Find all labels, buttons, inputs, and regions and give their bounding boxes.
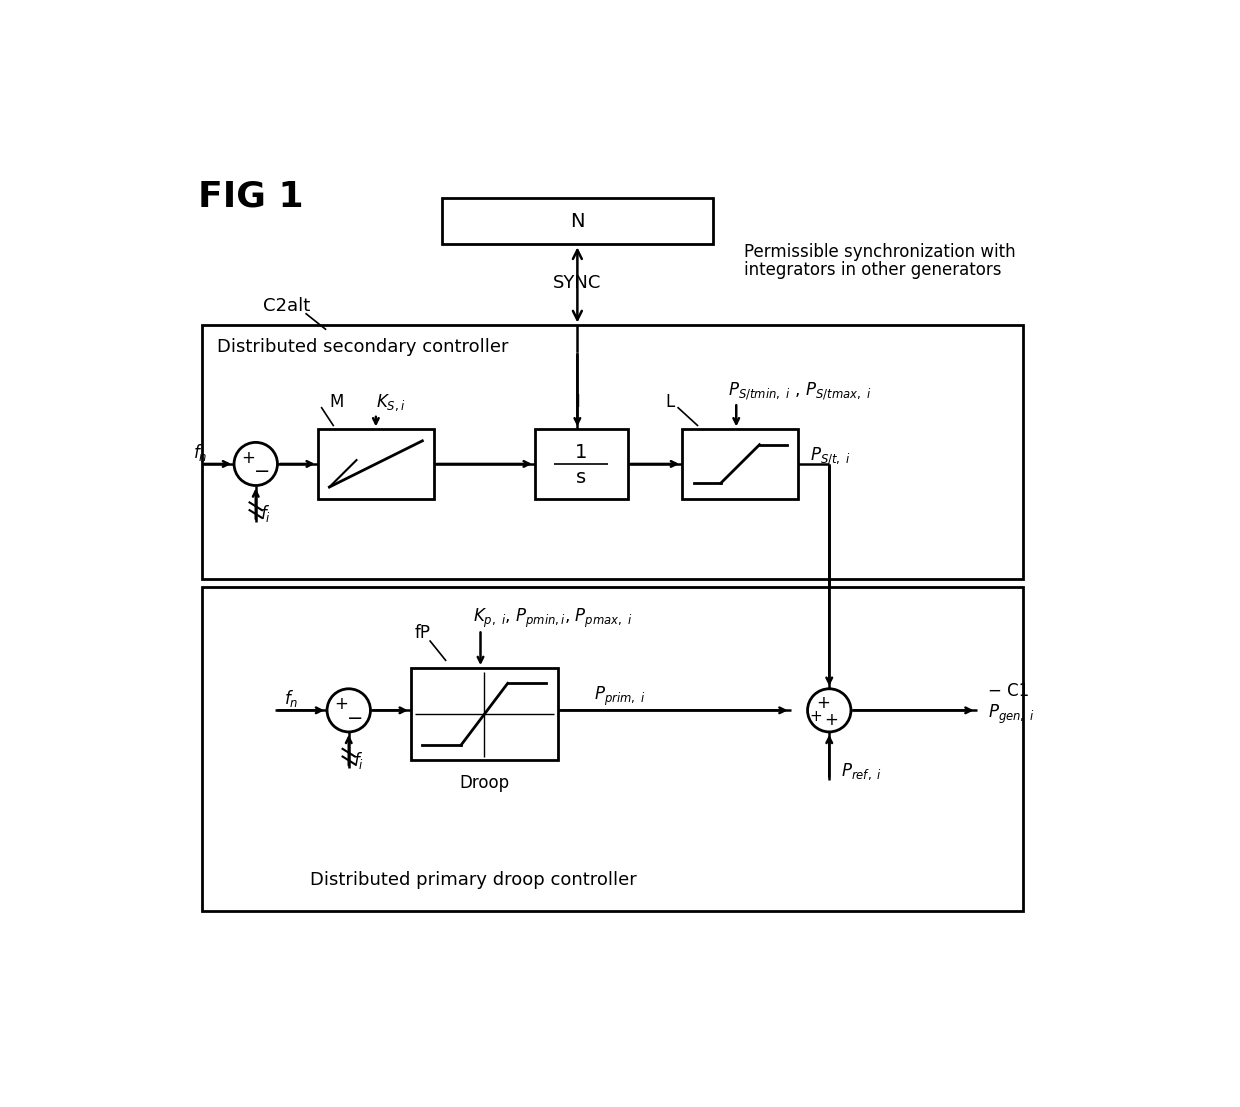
Text: $f_n$: $f_n$ — [193, 442, 207, 463]
Text: $K_{S,i}$: $K_{S,i}$ — [376, 392, 405, 413]
Text: +: + — [808, 708, 822, 724]
Text: +: + — [241, 448, 255, 467]
Text: M: M — [330, 393, 343, 412]
Text: L: L — [665, 393, 675, 412]
Text: $P_{S/t,\ i}$: $P_{S/t,\ i}$ — [810, 445, 851, 467]
Bar — [534, 430, 627, 498]
Text: Distributed secondary controller: Distributed secondary controller — [217, 338, 508, 355]
Bar — [201, 325, 1023, 579]
Text: $P_{ref,\ i}$: $P_{ref,\ i}$ — [841, 762, 882, 783]
Text: −: − — [347, 708, 363, 727]
Text: Distributed primary droop controller: Distributed primary droop controller — [310, 871, 637, 889]
Text: $f_i$: $f_i$ — [352, 749, 363, 770]
Text: −: − — [254, 462, 270, 482]
Bar — [441, 198, 713, 245]
Text: Permissible synchronization with: Permissible synchronization with — [744, 244, 1016, 261]
Text: $P_{S/tmin,\ i}$ , $P_{S/tmax,\ i}$: $P_{S/tmin,\ i}$ , $P_{S/tmax,\ i}$ — [729, 380, 872, 402]
Text: s: s — [577, 468, 587, 487]
Text: N: N — [570, 211, 584, 231]
Text: FIG 1: FIG 1 — [197, 179, 304, 213]
Text: $f_i$: $f_i$ — [259, 504, 270, 525]
Text: +: + — [334, 695, 348, 713]
Text: $P_{prim,\ i}$: $P_{prim,\ i}$ — [594, 685, 646, 708]
Text: − C1: − C1 — [988, 682, 1029, 700]
Text: I: I — [575, 393, 580, 412]
Text: fP: fP — [414, 624, 430, 642]
Text: C2alt: C2alt — [263, 297, 310, 315]
Bar — [201, 587, 1023, 911]
Text: $K_{p,\ i}$, $P_{pmin,i}$, $P_{pmax,\ i}$: $K_{p,\ i}$, $P_{pmin,i}$, $P_{pmax,\ i}… — [472, 607, 632, 630]
Text: integrators in other generators: integrators in other generators — [744, 261, 1002, 279]
Bar — [682, 430, 799, 498]
Text: $f_n$: $f_n$ — [284, 689, 299, 710]
Text: SYNC: SYNC — [553, 275, 601, 292]
Text: Droop: Droop — [459, 775, 510, 793]
Text: 1: 1 — [575, 443, 588, 462]
Text: +: + — [823, 711, 838, 728]
Bar — [317, 430, 434, 498]
Text: +: + — [816, 694, 830, 712]
Bar — [410, 668, 558, 761]
Text: $P_{gen,\ i}$: $P_{gen,\ i}$ — [988, 703, 1035, 726]
